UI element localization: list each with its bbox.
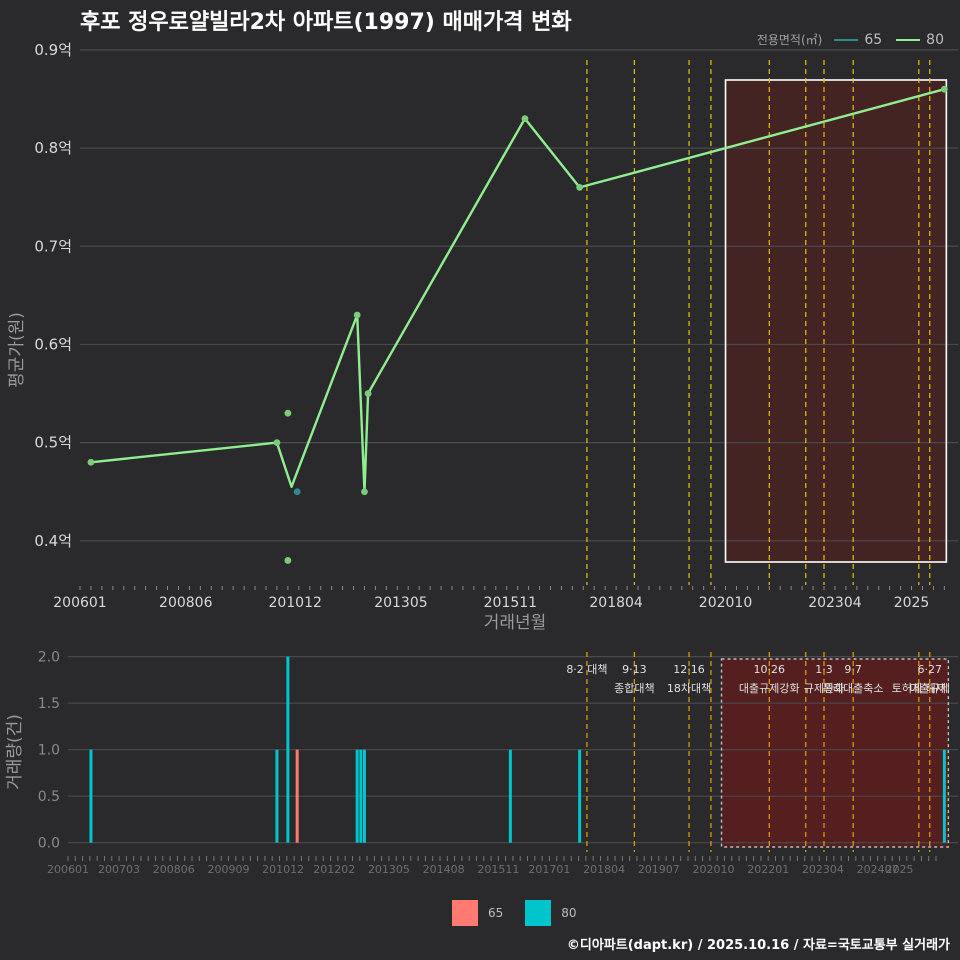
volume-x-tick-label: 201907 [638, 863, 680, 876]
price-point-80 [353, 311, 361, 319]
chart-title: 후포 정우로얄빌라2차 아파트(1997) 매매가격 변화 [80, 10, 572, 35]
policy-date-label: 9·13 [622, 663, 647, 676]
legend-label-65: 65 [864, 31, 883, 48]
policy-date-label: 9·7 [844, 663, 862, 676]
policy-name-label: 18차대책 [667, 682, 711, 695]
price-legend: 전용면적(㎡) 65 80 [757, 31, 952, 48]
price-x-tick-label: 201012 [268, 595, 321, 611]
price-x-tick-label: 200601 [53, 595, 106, 611]
volume-x-tick-label: 202201 [747, 863, 789, 876]
price-point-80 [284, 557, 292, 564]
price-y-tick-label: 0.4억 [34, 532, 72, 550]
legend-label-80: 80 [926, 31, 944, 48]
volume-x-tick-label: 201511 [477, 863, 519, 876]
volume-bar-80 [286, 656, 290, 843]
volume-bar-65 [295, 749, 299, 843]
price-y-tick-label: 0.5억 [34, 434, 72, 452]
volume-bar-80 [355, 749, 359, 843]
policy-date-label: 12·16 [673, 663, 705, 676]
price-x-tick-label: 201804 [589, 595, 643, 611]
legend-swatch-80 [896, 38, 921, 41]
policy-date-label: 8·2 대책 [566, 663, 607, 676]
volume-legend-label-65: 65 [488, 906, 504, 920]
volume-y-tick-label: 1.0 [38, 743, 60, 759]
price-point-80 [521, 115, 529, 123]
volume-x-tick-label: 201202 [313, 863, 355, 876]
policy-date-label: 6·27 [918, 663, 943, 676]
price-highlight-region [725, 80, 947, 562]
price-point-80 [364, 390, 372, 397]
policy-name-label: 대출규제강화 [739, 682, 800, 695]
volume-x-tick-label: 201701 [528, 863, 570, 876]
volume-x-tick-label: 200601 [47, 863, 89, 876]
volume-legend-swatch-65 [452, 900, 478, 926]
volume-x-tick-label: 202304 [802, 863, 844, 876]
price-highlight-border [724, 79, 948, 563]
volume-y-tick-label: 0.5 [38, 789, 60, 805]
price-y-axis-title: 평균가(원) [7, 312, 27, 388]
price-x-tick-label: 202010 [699, 595, 752, 611]
volume-highlight-border [720, 658, 950, 848]
price-y-tick-label: 0.9억 [34, 41, 72, 59]
volume-bar-80 [362, 749, 366, 843]
policy-date-label: 1·3 [815, 663, 833, 676]
price-point-80 [940, 85, 948, 93]
legend-title: 전용면적(㎡) [756, 33, 823, 47]
price-x-tick-label: 202304 [808, 595, 862, 611]
price-point-80 [576, 183, 584, 191]
volume-x-tick-label: 201012 [262, 863, 304, 876]
volume-bar-80 [508, 749, 512, 843]
price-y-tick-label: 0.7억 [34, 237, 72, 255]
volume-bar-80 [275, 749, 279, 843]
price-x-tick-label: 201511 [484, 595, 537, 611]
volume-y-tick-label: 1.5 [38, 696, 60, 712]
volume-x-tick-label: 201305 [368, 863, 410, 876]
volume-x-tick-label: 201408 [423, 863, 465, 876]
volume-x-tick-label: 202010 [693, 863, 735, 876]
volume-y-tick-label: 2.0 [38, 650, 60, 666]
policy-name-label: 특례대출축소 [823, 682, 884, 695]
volume-legend-label-80: 80 [561, 906, 577, 920]
volume-bar-80 [89, 749, 93, 843]
volume-x-tick-label: 200806 [153, 863, 195, 876]
price-x-tick-label: 200806 [159, 595, 213, 611]
price-x-axis-title: 거래년월 [484, 613, 547, 633]
volume-highlight-region [721, 659, 949, 847]
volume-x-tick-label: 2025 [886, 863, 914, 876]
volume-y-axis-title: 거래량(건) [5, 714, 25, 790]
policy-date-label: 10·26 [754, 663, 786, 676]
source-footer: ©디아파트(dapt.kr) / 2025.10.16 / 자료=국토교통부 실… [566, 938, 950, 953]
volume-x-tick-label: 201804 [583, 863, 625, 876]
policy-name-label: 규제완화 [804, 682, 844, 695]
price-y-tick-label: 0.6억 [34, 335, 72, 353]
volume-x-tick-label: 202407 [857, 863, 899, 876]
policy-name-label: 토허제 해제 [892, 681, 946, 695]
price-point-80 [284, 409, 292, 417]
policy-name-label: 종합대책 [614, 682, 654, 695]
volume-legend-swatch-80 [525, 900, 552, 926]
volume-x-tick-label: 200909 [207, 863, 249, 876]
price-x-tick-label: 2025 [894, 595, 930, 611]
price-point-80 [361, 488, 368, 496]
price-point-80 [87, 458, 95, 466]
price-point-80 [273, 439, 281, 447]
volume-legend: 65 80 [452, 900, 599, 926]
volume-x-tick-label: 200703 [98, 863, 140, 876]
legend-swatch-65 [834, 38, 859, 41]
price-y-tick-label: 0.8억 [34, 139, 72, 157]
volume-y-tick-label: 0.0 [38, 836, 60, 852]
policy-name-label: 대출규제 [910, 682, 950, 695]
volume-bar-80 [359, 749, 363, 843]
price-x-tick-label: 201305 [374, 595, 427, 611]
volume-bar-80 [942, 749, 946, 843]
price-point-65 [293, 488, 301, 496]
volume-bar-80 [578, 749, 582, 843]
